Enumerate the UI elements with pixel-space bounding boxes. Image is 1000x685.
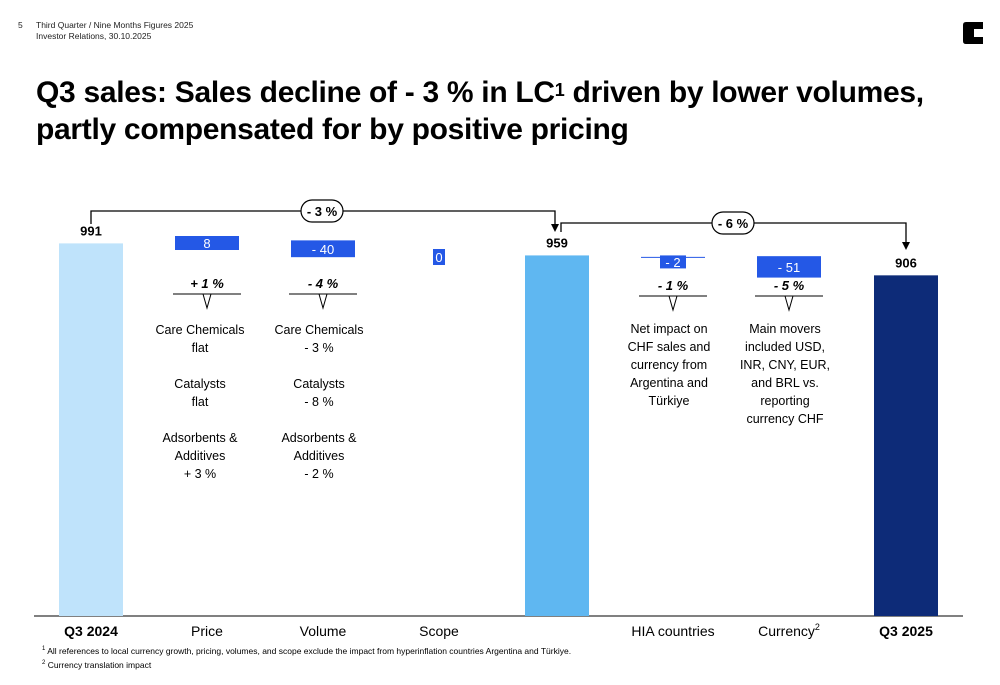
bar-0 — [59, 243, 123, 616]
footnote-2: 2 Currency translation impact — [42, 657, 571, 671]
note-5-1: CHF sales and — [628, 340, 711, 354]
note-5-4: Türkiye — [649, 394, 690, 408]
note-1-4: flat — [192, 395, 209, 409]
note-6-2: INR, CNY, EUR, — [740, 358, 830, 372]
footnote-1: 1 All references to local currency growt… — [42, 643, 571, 657]
delta-value-label-1: 8 — [203, 236, 210, 251]
title-footnote-marker: 1 — [554, 80, 565, 100]
delta-percent-5: - 1 % — [658, 278, 689, 293]
bracket-label-0: - 3 % — [307, 204, 338, 219]
note-6-5: currency CHF — [746, 412, 823, 426]
bracket-label-1: - 6 % — [718, 216, 749, 231]
note-6-0: Main movers — [749, 322, 821, 336]
bracket-arrow-0 — [551, 224, 559, 232]
note-2-4: - 8 % — [304, 395, 333, 409]
callout-pointer-1 — [202, 293, 212, 310]
bar-value-label-7: 906 — [895, 255, 917, 270]
note-6-1: included USD, — [745, 340, 825, 354]
report-date: Investor Relations, 30.10.2025 — [36, 31, 152, 41]
note-2-1: - 3 % — [304, 341, 333, 355]
footnote-1-marker: 1 — [42, 646, 46, 652]
delta-value-label-6: - 51 — [778, 260, 800, 275]
note-2-3: Catalysts — [293, 377, 344, 391]
note-5-3: Argentina and — [630, 376, 708, 390]
footnote-1-text: All references to local currency growth,… — [47, 645, 572, 656]
bracket-arrow-1 — [902, 242, 910, 250]
category-label-0: Q3 2024 — [64, 623, 118, 639]
slide-title: Q3 sales: Sales decline of - 3 % in LC1 … — [36, 74, 966, 148]
note-5-2: currency from — [631, 358, 707, 372]
delta-value-label-3: 0 — [435, 250, 442, 265]
category-label-6: Currency2 — [758, 622, 820, 639]
bar-7 — [874, 275, 938, 616]
company-logo-icon — [963, 22, 983, 44]
bar-value-label-4: 959 — [546, 235, 568, 250]
bar-4 — [525, 255, 589, 616]
note-1-1: flat — [192, 341, 209, 355]
note-6-4: reporting — [760, 394, 809, 408]
delta-bar-3 — [433, 249, 445, 265]
footnote-2-text: Currency translation impact — [47, 659, 152, 670]
footnote-2-marker: 2 — [42, 659, 46, 666]
report-title: Third Quarter / Nine Months Figures 2025 — [36, 20, 194, 30]
category-label-7: Q3 2025 — [879, 623, 933, 639]
footnotes: 1 All references to local currency growt… — [42, 643, 571, 671]
note-2-6: Adsorbents & — [281, 431, 357, 445]
note-6-3: and BRL vs. — [751, 376, 819, 390]
note-1-6: Adsorbents & — [162, 431, 238, 445]
title-text-2: driven by lower volumes, partly compensa… — [36, 76, 924, 146]
title-text-1: Q3 sales: Sales decline of - 3 % in LC — [36, 76, 555, 109]
delta-bar-5 — [660, 255, 686, 269]
callout-pointer-2 — [318, 293, 328, 310]
callout-pointer-5 — [668, 295, 678, 312]
delta-percent-6: - 5 % — [774, 278, 805, 293]
delta-bar-6 — [757, 256, 821, 278]
bar-value-label-0: 991 — [80, 223, 102, 238]
callout-pointer-6 — [784, 295, 794, 312]
note-1-7: Additives — [175, 449, 226, 463]
bracket-bubble-1 — [711, 211, 755, 235]
delta-percent-2: - 4 % — [308, 276, 339, 291]
note-2-7: Additives — [294, 449, 345, 463]
note-1-8: + 3 % — [184, 467, 216, 481]
note-2-0: Care Chemicals — [275, 323, 364, 337]
page-number: 5 — [18, 20, 23, 30]
category-label-5: HIA countries — [631, 623, 714, 639]
delta-value-label-5: - 2 — [665, 255, 680, 270]
note-1-3: Catalysts — [174, 377, 225, 391]
category-label-1: Price — [191, 623, 223, 639]
delta-bar-2 — [291, 240, 355, 258]
report-header: Third Quarter / Nine Months Figures 2025… — [36, 20, 193, 42]
delta-percent-1: + 1 % — [190, 276, 224, 291]
bracket-bubble-0 — [300, 199, 344, 223]
category-label-2: Volume — [300, 623, 347, 639]
delta-value-label-2: - 40 — [312, 242, 334, 257]
category-label-3: Scope — [419, 623, 459, 639]
note-2-8: - 2 % — [304, 467, 333, 481]
note-5-0: Net impact on — [630, 322, 707, 336]
note-1-0: Care Chemicals — [156, 323, 245, 337]
